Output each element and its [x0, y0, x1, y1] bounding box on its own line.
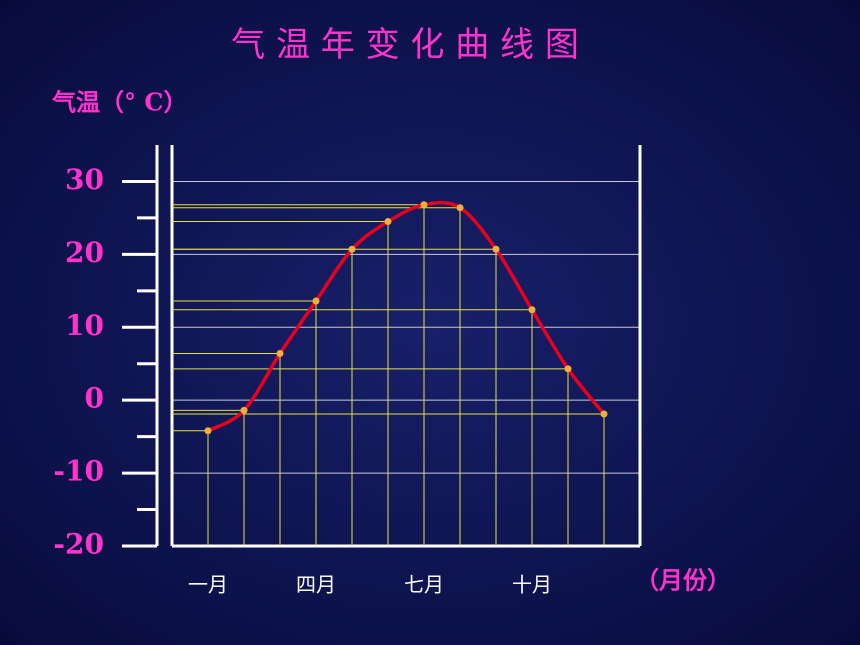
data-point	[384, 218, 392, 226]
y-tick-label: -10	[53, 455, 104, 488]
chart-title: 气 温 年 变 化 曲 线 图	[231, 25, 579, 65]
data-point	[276, 350, 284, 358]
y-axis-label: 气温（° C）	[51, 88, 187, 117]
x-tick-label: 一月	[188, 573, 228, 597]
data-point	[492, 245, 500, 253]
y-tick-label: 0	[85, 382, 104, 415]
data-point	[348, 245, 356, 253]
data-point	[456, 204, 464, 212]
x-tick-label: 四月	[296, 573, 336, 597]
x-axis-label: （月份）	[635, 566, 731, 595]
data-point	[240, 406, 248, 414]
data-point	[600, 410, 608, 418]
data-point	[564, 365, 572, 373]
data-point	[312, 297, 320, 305]
plot: 30 20 10 0 -10 -20 一月 四月 七月 十月	[53, 145, 642, 597]
x-tick-label: 十月	[512, 573, 552, 597]
y-tick-label: -20	[53, 528, 104, 561]
temperature-curve	[207, 200, 606, 433]
y-tick-label: 10	[65, 309, 104, 342]
y-tick-label: 20	[65, 236, 104, 269]
data-point	[204, 427, 212, 435]
data-point	[528, 306, 536, 314]
y-tick-label: 30	[65, 163, 104, 196]
data-point	[420, 201, 428, 209]
x-tick-label: 七月	[404, 573, 444, 597]
